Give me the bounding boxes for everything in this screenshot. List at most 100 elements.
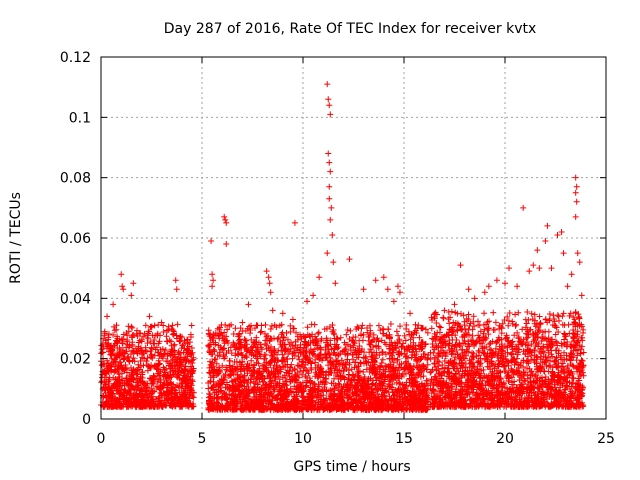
- data-point: [142, 387, 149, 394]
- data-point: [114, 387, 121, 394]
- data-point: [188, 363, 195, 370]
- data-point: [104, 385, 111, 392]
- data-point: [181, 345, 188, 352]
- data-point: [150, 403, 157, 410]
- data-point: [182, 399, 189, 406]
- data-point: [147, 354, 154, 361]
- data-point: [167, 365, 174, 372]
- data-point: [145, 397, 152, 404]
- data-point: [126, 402, 133, 409]
- data-point: [188, 344, 195, 351]
- data-point: [140, 350, 147, 357]
- data-point: [184, 340, 191, 347]
- data-point: [106, 374, 113, 381]
- data-point: [183, 377, 190, 384]
- data-point: [154, 378, 161, 385]
- data-point: [182, 387, 189, 394]
- data-point: [144, 332, 151, 339]
- data-point: [147, 375, 154, 382]
- data-point: [110, 331, 117, 338]
- data-point: [123, 394, 130, 401]
- data-point: [170, 356, 177, 363]
- data-point: [165, 397, 172, 404]
- data-point: [162, 347, 169, 354]
- grid-lines: [101, 57, 606, 419]
- data-point: [182, 394, 189, 401]
- data-point: [116, 391, 123, 398]
- data-point: [173, 359, 180, 366]
- data-point: [135, 361, 142, 368]
- data-point: [165, 372, 172, 379]
- data-point: [180, 375, 187, 382]
- data-point: [120, 336, 127, 343]
- data-point: [164, 371, 171, 378]
- data-point: [164, 353, 171, 360]
- data-point: [144, 400, 151, 407]
- data-point: [133, 391, 140, 398]
- data-point: [134, 399, 141, 406]
- data-point: [156, 386, 163, 393]
- data-point: [170, 381, 177, 388]
- data-point: [165, 389, 172, 396]
- data-point: [188, 370, 195, 377]
- data-point: [159, 355, 166, 362]
- data-point: [156, 372, 163, 379]
- data-point: [139, 351, 146, 358]
- data-point: [117, 352, 124, 359]
- data-point: [103, 345, 110, 352]
- data-point: [160, 329, 167, 336]
- data-point: [128, 333, 135, 340]
- data-point: [188, 322, 195, 329]
- data-point: [98, 362, 105, 369]
- data-point: [121, 386, 128, 393]
- data-point: [132, 393, 139, 400]
- data-point: [181, 400, 188, 407]
- data-point: [140, 381, 147, 388]
- data-point: [151, 373, 158, 380]
- data-point: [117, 403, 124, 410]
- data-point: [185, 371, 192, 378]
- data-point: [124, 341, 131, 348]
- data-point: [112, 394, 119, 401]
- data-point: [176, 383, 183, 390]
- data-point: [137, 358, 144, 364]
- data-point: [110, 382, 117, 389]
- data-point: [154, 349, 161, 356]
- data-point: [127, 364, 134, 371]
- data-point: [121, 355, 128, 362]
- data-point: [158, 390, 165, 397]
- data-point: [315, 329, 322, 336]
- data-point: [143, 358, 150, 365]
- data-point: [158, 399, 165, 406]
- data-point: [121, 387, 128, 394]
- data-point: [170, 397, 177, 404]
- data-point: [111, 342, 118, 349]
- data-point: [171, 403, 178, 410]
- data-point: [101, 330, 108, 337]
- data-point: [152, 362, 159, 369]
- data-point: [172, 393, 179, 400]
- data-point: [148, 345, 155, 352]
- data-point: [242, 353, 249, 360]
- data-point: [180, 341, 187, 348]
- data-point: [153, 344, 160, 351]
- data-point: [130, 354, 137, 361]
- data-point: [156, 385, 163, 392]
- data-point: [169, 348, 176, 355]
- data-point: [155, 321, 162, 328]
- data-point: [103, 394, 110, 401]
- data-point: [105, 331, 112, 338]
- data-point: [144, 367, 151, 374]
- data-point: [173, 332, 180, 339]
- data-point: [161, 350, 168, 357]
- data-point: [137, 398, 144, 405]
- data-point: [187, 391, 194, 398]
- data-point: [178, 361, 185, 368]
- data-point: [142, 322, 149, 329]
- data-point: [139, 369, 146, 376]
- data-point: [101, 403, 108, 410]
- data-point: [160, 364, 167, 371]
- data-point: [155, 398, 162, 405]
- data-point: [126, 381, 133, 388]
